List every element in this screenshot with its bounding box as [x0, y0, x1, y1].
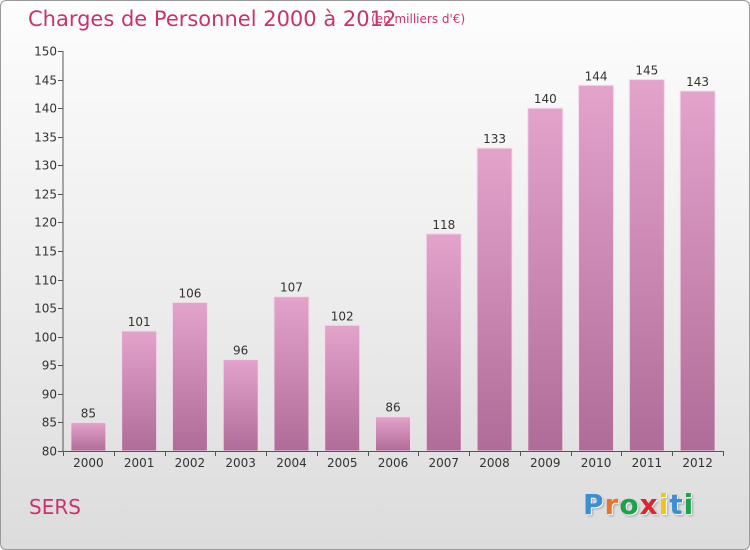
chart-title: Charges de Personnel 2000 à 2012 — [28, 7, 397, 31]
bar-value-label: 145 — [635, 64, 658, 78]
y-tick-label: 130 — [34, 159, 57, 173]
bar-2008 — [476, 147, 513, 452]
bar-value-label: 118 — [432, 218, 455, 232]
x-tick-label: 2000 — [73, 456, 104, 470]
bar-2004 — [273, 296, 310, 452]
x-tick-label: 2003 — [225, 456, 256, 470]
y-tick-label: 90 — [42, 388, 57, 402]
bar-value-label: 140 — [534, 92, 557, 106]
y-tick-label: 95 — [42, 359, 57, 373]
logo-letter: x — [639, 488, 659, 521]
bar-value-label: 133 — [483, 132, 506, 146]
bar-2007 — [425, 233, 462, 452]
y-tick-label: 135 — [34, 131, 57, 145]
x-tick-label: 2001 — [124, 456, 155, 470]
logo-letter: i — [683, 488, 695, 521]
bar-2006 — [375, 416, 411, 452]
x-tick-label: 2011 — [632, 456, 663, 470]
bar-2001 — [121, 330, 158, 452]
bar-value-label: 86 — [385, 401, 400, 415]
y-tick-label: 140 — [34, 102, 57, 116]
bar-2012 — [679, 90, 716, 452]
bar-2010 — [578, 84, 615, 452]
bar-2000 — [70, 421, 107, 452]
bar-2005 — [324, 324, 361, 452]
y-axis: 80 85 90 95 100 105 110 115 120 125 130 135 140 145 15… — [34, 45, 64, 459]
y-tick-label: 145 — [34, 74, 57, 88]
y-tick-label: 110 — [34, 274, 57, 288]
y-tick-label: 85 — [42, 416, 57, 430]
x-tick-label: 2002 — [175, 456, 206, 470]
x-axis: 2000 2001 2002 2003 2004 2005 2006 2007 2008 2009… — [63, 451, 724, 470]
x-tick-label: 2012 — [682, 456, 713, 470]
y-tick-label: 105 — [34, 302, 57, 316]
x-tick-label: 2004 — [276, 456, 307, 470]
x-tick-label: 2005 — [327, 456, 358, 470]
x-tick-label: 2010 — [581, 456, 612, 470]
bar-value-label: 85 — [81, 406, 96, 420]
y-tick-label: 150 — [34, 45, 57, 59]
bar-value-label: 106 — [178, 286, 201, 300]
x-tick-label: 2008 — [479, 456, 510, 470]
bar-value-label: 96 — [233, 344, 248, 358]
x-tick-label: 2009 — [530, 456, 561, 470]
logo-letter: i — [658, 488, 670, 521]
logo-letter: P — [583, 488, 605, 521]
commune-name: SERS — [29, 495, 81, 519]
logo-letter: t — [669, 488, 684, 521]
x-tick-label: 2006 — [378, 456, 409, 470]
bar-value-label: 102 — [331, 309, 354, 323]
logo-letter: r — [604, 488, 620, 521]
y-tick-label: 80 — [42, 445, 57, 459]
y-tick-label: 115 — [34, 245, 57, 259]
x-tick-label: 2007 — [428, 456, 459, 470]
y-tick-label: 125 — [34, 188, 57, 202]
bar-value-label: 144 — [585, 69, 608, 83]
bar-chart: 80 85 90 95 100 105 110 115 120 125 130 135 140 145 15… — [34, 45, 724, 470]
y-tick-label: 100 — [34, 331, 57, 345]
bar-value-label: 107 — [280, 281, 303, 295]
bar-value-label: 143 — [686, 75, 709, 89]
bar-2002 — [171, 301, 208, 452]
y-tick-label: 120 — [34, 216, 57, 230]
bar-2011 — [628, 79, 665, 452]
bar-2009 — [527, 107, 564, 452]
proxiti-logo: Proxiti — [583, 488, 694, 521]
bar-2003 — [222, 359, 259, 452]
logo-letter: o — [619, 488, 640, 521]
bars: 85 101 106 96 107 102 86 118 133 140 144 145 143 — [70, 64, 716, 452]
chart-subtitle: (en milliers d'€) — [371, 12, 466, 26]
bar-value-label: 101 — [128, 315, 151, 329]
